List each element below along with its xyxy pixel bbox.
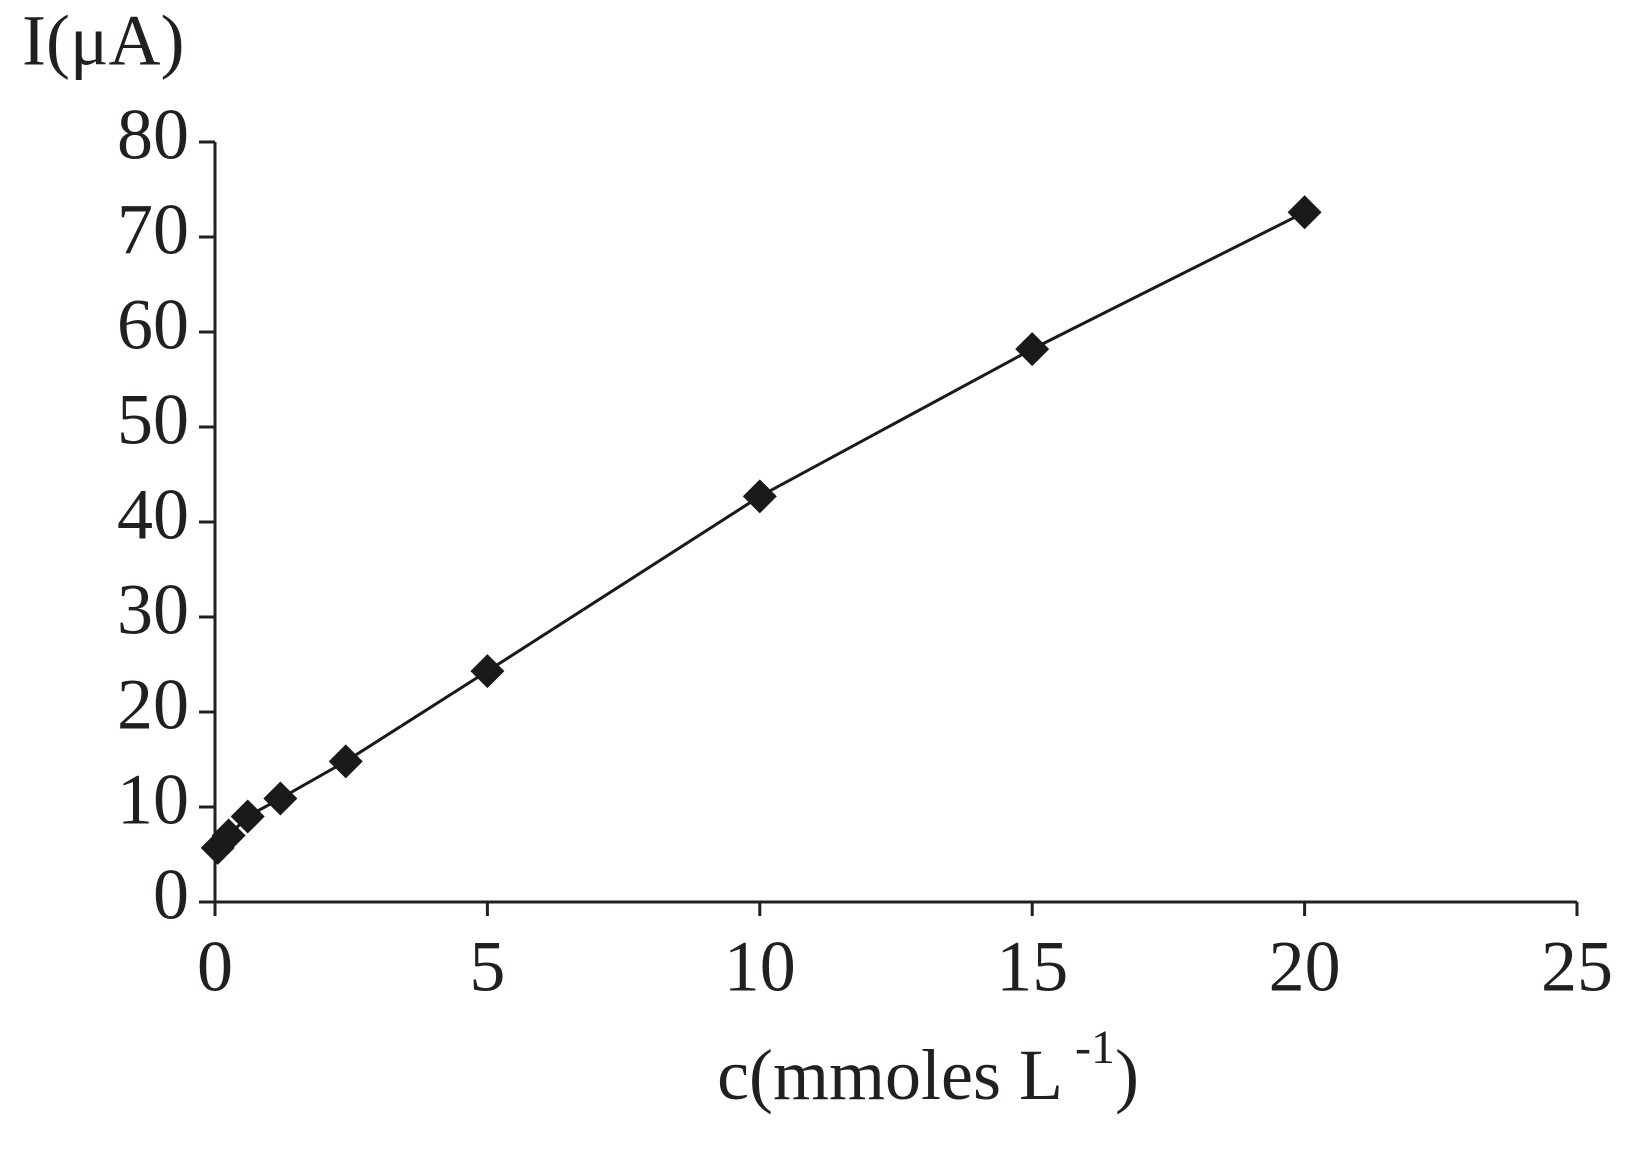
y-tick-label: 50	[117, 380, 189, 460]
y-tick-label: 30	[117, 570, 189, 650]
x-axis-label-end: )	[1115, 1035, 1139, 1115]
data-point	[263, 781, 298, 816]
x-tick-label: 0	[197, 927, 233, 1007]
x-axis-label: c(mmoles L -1)	[717, 1021, 1139, 1115]
data-point	[328, 744, 363, 779]
x-tick-label: 25	[1541, 927, 1613, 1007]
series-line	[216, 210, 1306, 849]
y-tick-label: 40	[117, 475, 189, 555]
x-axis-label-superscript: -1	[1075, 1021, 1115, 1074]
data-point	[230, 799, 265, 834]
x-axis-label-main: c(mmoles L	[717, 1035, 1063, 1115]
y-tick-label: 80	[117, 95, 189, 175]
x-tick-label: 10	[724, 927, 796, 1007]
y-tick-label: 70	[117, 190, 189, 270]
data-point	[742, 479, 777, 514]
x-tick-label: 5	[469, 927, 505, 1007]
data-point	[1015, 332, 1050, 367]
y-axis-label: I(μA)	[22, 1, 185, 81]
y-tick-label: 0	[153, 855, 189, 935]
x-tick-label: 15	[996, 927, 1068, 1007]
y-tick-label: 20	[117, 665, 189, 745]
x-tick-label: 20	[1269, 927, 1341, 1007]
y-tick-label: 10	[117, 760, 189, 840]
data-point	[211, 818, 246, 853]
y-tick-label: 60	[117, 285, 189, 365]
data-point	[1287, 195, 1322, 230]
data-point	[470, 654, 505, 689]
